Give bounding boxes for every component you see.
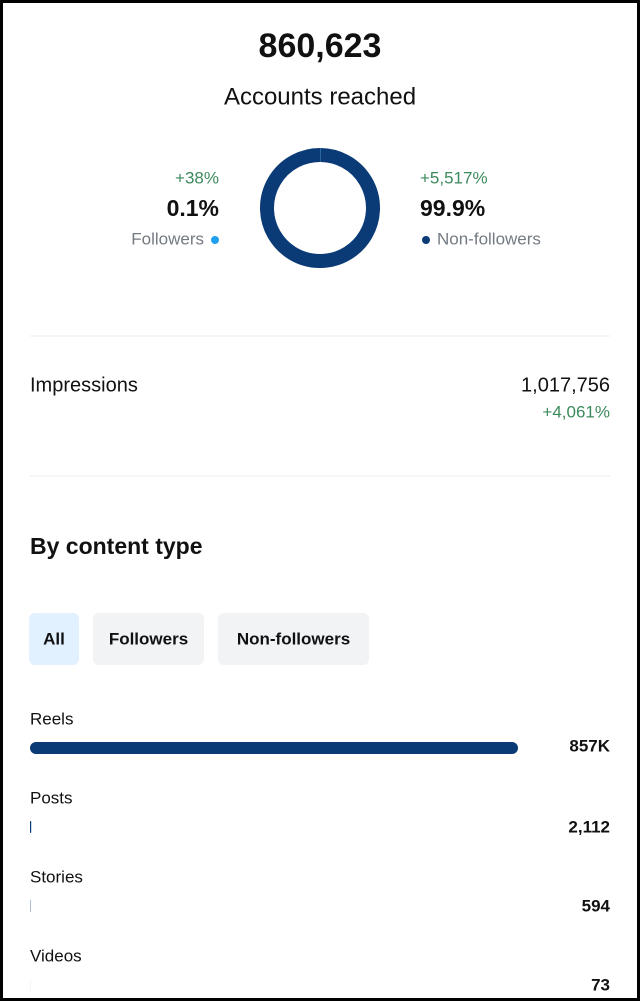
value-label: 73 [591, 975, 610, 994]
section-title: By content type [30, 533, 203, 559]
category-label: Videos [30, 946, 82, 965]
filter-tab-label[interactable]: All [43, 629, 65, 648]
followers-share: 0.1% [167, 195, 219, 221]
category-label: Posts [30, 788, 73, 807]
impressions-label: Impressions [30, 374, 138, 396]
reach-value: 860,623 [259, 27, 382, 65]
filter-tab-label[interactable]: Non-followers [237, 629, 350, 648]
filter-tab-label[interactable]: Followers [109, 629, 188, 648]
legend-dot [211, 236, 219, 244]
value-label: 2,112 [568, 817, 610, 836]
filter-tab[interactable] [93, 613, 204, 665]
non-followers-legend: Non-followers [437, 229, 541, 248]
bar [30, 821, 32, 833]
non-followers-change: +5,517% [420, 168, 488, 187]
followers-legend: Followers [131, 229, 204, 248]
impressions-change: +4,061% [542, 402, 610, 421]
value-label: 857K [569, 736, 610, 755]
filter-tab[interactable] [29, 613, 79, 665]
impressions-value: 1,017,756 [521, 374, 610, 396]
reach-label: Accounts reached [224, 83, 416, 110]
donut-segment [260, 148, 380, 268]
category-label: Stories [30, 867, 83, 886]
non-followers-share: 99.9% [420, 195, 485, 221]
category-label: Reels [30, 709, 73, 728]
followers-change: +38% [175, 168, 219, 187]
legend-dot [422, 236, 430, 244]
filter-tab[interactable] [218, 613, 369, 665]
bar [30, 742, 518, 754]
value-label: 594 [582, 896, 611, 915]
